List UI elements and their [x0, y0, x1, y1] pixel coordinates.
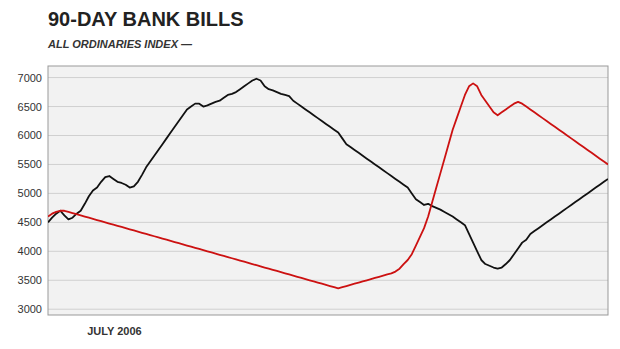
y-tick-label: 4500 — [18, 216, 42, 228]
grid-line — [48, 222, 608, 223]
y-tick-label: 3000 — [18, 303, 42, 315]
chart: 90-DAY BANK BILLS ALL ORDINARIES INDEX — 3… — [0, 0, 620, 349]
y-tick-label: 6000 — [18, 129, 42, 141]
y-tick-label: 5500 — [18, 158, 42, 170]
grid-line — [48, 251, 608, 252]
subtitle: ALL ORDINARIES INDEX — — [47, 38, 193, 50]
y-tick-label: 3500 — [18, 274, 42, 286]
y-tick-label: 7000 — [18, 72, 42, 84]
grid-line — [48, 164, 608, 165]
grid-line — [48, 280, 608, 281]
y-axis: 3000 3500 4000 4500 5000 5500 6000 6500 7000 — [18, 72, 608, 316]
line — [48, 83, 608, 288]
grid-line — [48, 135, 608, 136]
x-axis-label: JULY 2006 — [87, 325, 141, 337]
title: 90-DAY BANK BILLS — [48, 8, 244, 30]
grid-line — [48, 106, 608, 107]
grid-line — [48, 193, 608, 194]
lines — [48, 79, 608, 289]
plot-frame — [48, 66, 608, 315]
grid-line — [48, 309, 608, 310]
y-tick-label: 4000 — [18, 245, 42, 257]
y-tick-label: 6500 — [18, 101, 42, 113]
plot-background — [48, 66, 608, 315]
grid-line — [48, 77, 608, 78]
y-tick-label: 5000 — [18, 187, 42, 199]
line — [48, 79, 608, 269]
